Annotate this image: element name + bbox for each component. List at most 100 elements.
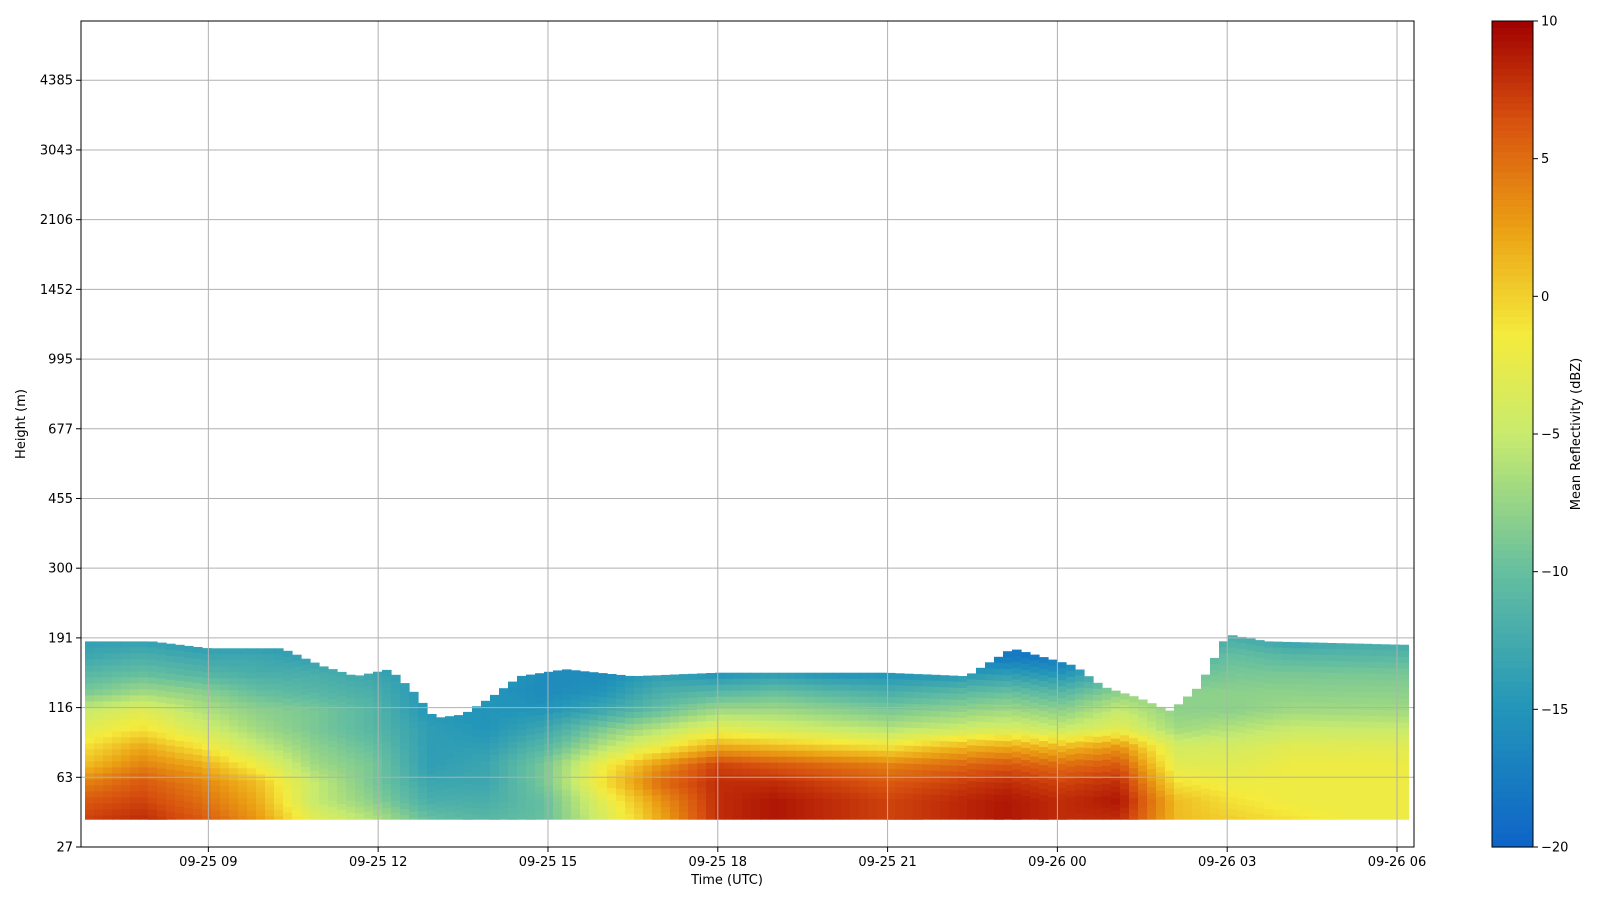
heatmap-cell (616, 734, 626, 742)
heatmap-cell (301, 712, 311, 720)
heatmap-cell (112, 719, 122, 726)
heatmap-cell (355, 747, 365, 754)
heatmap-cell (157, 780, 167, 788)
heatmap-cell (1048, 785, 1058, 793)
heatmap-cell (760, 780, 770, 788)
heatmap-cell (220, 726, 230, 733)
heatmap-cell (625, 777, 635, 785)
heatmap-cell (166, 649, 176, 657)
heatmap-cell (1210, 687, 1220, 695)
heatmap-cell (427, 816, 437, 820)
colorbar-swatch (1492, 69, 1533, 77)
heatmap-cell (850, 792, 860, 800)
heatmap-cell (823, 750, 833, 758)
heatmap-cell (1219, 797, 1229, 804)
heatmap-cell (517, 735, 527, 743)
heatmap-cell (1255, 724, 1265, 731)
heatmap-cell (544, 725, 554, 733)
heatmap-cell (1066, 754, 1076, 762)
heatmap-cell (976, 757, 986, 765)
heatmap-cell (1192, 694, 1202, 702)
heatmap-cell (283, 764, 293, 772)
heatmap-cell (256, 720, 266, 727)
heatmap-cell (229, 684, 239, 691)
heatmap-cell (562, 687, 572, 694)
heatmap-cell (940, 729, 950, 736)
heatmap-cell (733, 774, 743, 782)
heatmap-cell (400, 755, 410, 762)
heatmap-cell (319, 792, 329, 799)
heatmap-cell (787, 726, 797, 734)
heatmap-cell (1309, 738, 1319, 746)
heatmap-cell (1408, 812, 1409, 820)
heatmap-cell (103, 671, 113, 678)
heatmap-cell (418, 810, 428, 818)
heatmap-cell (706, 739, 716, 746)
heatmap-cell (283, 710, 293, 718)
heatmap-cell (607, 770, 617, 777)
heatmap-cell (580, 683, 590, 690)
heatmap-cell (1282, 797, 1292, 805)
heatmap-cell (1264, 809, 1274, 816)
heatmap-cell (1372, 716, 1382, 723)
heatmap-cell (148, 653, 158, 661)
heatmap-cell (1318, 738, 1328, 746)
heatmap-cell (157, 756, 167, 764)
heatmap-cell (256, 678, 266, 685)
heatmap-cell (886, 744, 896, 752)
heatmap-cell (652, 777, 662, 784)
heatmap-cell (769, 804, 779, 812)
heatmap-cell (1336, 787, 1346, 794)
heatmap-cell (1390, 788, 1400, 796)
heatmap-cell (1327, 643, 1337, 650)
heatmap-cell (85, 641, 95, 648)
heatmap-cell (571, 772, 581, 779)
heatmap-cell (184, 747, 194, 755)
heatmap-cell (535, 781, 545, 788)
heatmap-cell (1273, 731, 1283, 739)
heatmap-cell (1237, 816, 1247, 820)
heatmap-cell (1336, 751, 1346, 758)
heatmap-cell (967, 709, 977, 716)
heatmap-cell (139, 689, 149, 696)
heatmap-cell (1291, 756, 1301, 763)
heatmap-cell (904, 781, 914, 789)
heatmap-cell (850, 726, 860, 734)
heatmap-cell (490, 808, 500, 816)
heatmap-cell (1327, 817, 1337, 820)
heatmap-cell (148, 755, 158, 763)
heatmap-cell (1408, 740, 1409, 748)
heatmap-cell (562, 801, 572, 808)
heatmap-cell (337, 779, 347, 787)
heatmap-cell (1183, 738, 1193, 746)
heatmap-cell (301, 664, 311, 672)
heatmap-cell (1237, 720, 1247, 728)
heatmap-cell (1372, 812, 1382, 819)
heatmap-cell (544, 701, 554, 709)
heatmap-cell (1354, 715, 1364, 723)
heatmap-cell (193, 803, 203, 810)
heatmap-cell (580, 767, 590, 774)
heatmap-cell (121, 677, 131, 684)
heatmap-cell (940, 675, 950, 682)
heatmap-cell (148, 641, 158, 649)
heatmap-cell (1399, 650, 1409, 658)
heatmap-cell (1237, 780, 1247, 788)
heatmap-cell (175, 806, 185, 814)
heatmap-cell (1048, 731, 1058, 739)
heatmap-cell (319, 672, 329, 679)
heatmap-cell (868, 726, 878, 734)
heatmap-cell (607, 722, 617, 729)
heatmap-cell (994, 782, 1004, 790)
heatmap-cell (526, 782, 536, 790)
heatmap-cell (850, 714, 860, 722)
heatmap-cell (1030, 738, 1040, 746)
heatmap-cell (1057, 734, 1067, 741)
heatmap-cell (1012, 763, 1022, 771)
heatmap-cell (382, 675, 392, 683)
heatmap-cell (1129, 702, 1139, 709)
heatmap-cell (841, 774, 851, 782)
heatmap-cell (121, 659, 131, 666)
heatmap-cell (1354, 751, 1364, 759)
heatmap-cell (913, 710, 923, 717)
